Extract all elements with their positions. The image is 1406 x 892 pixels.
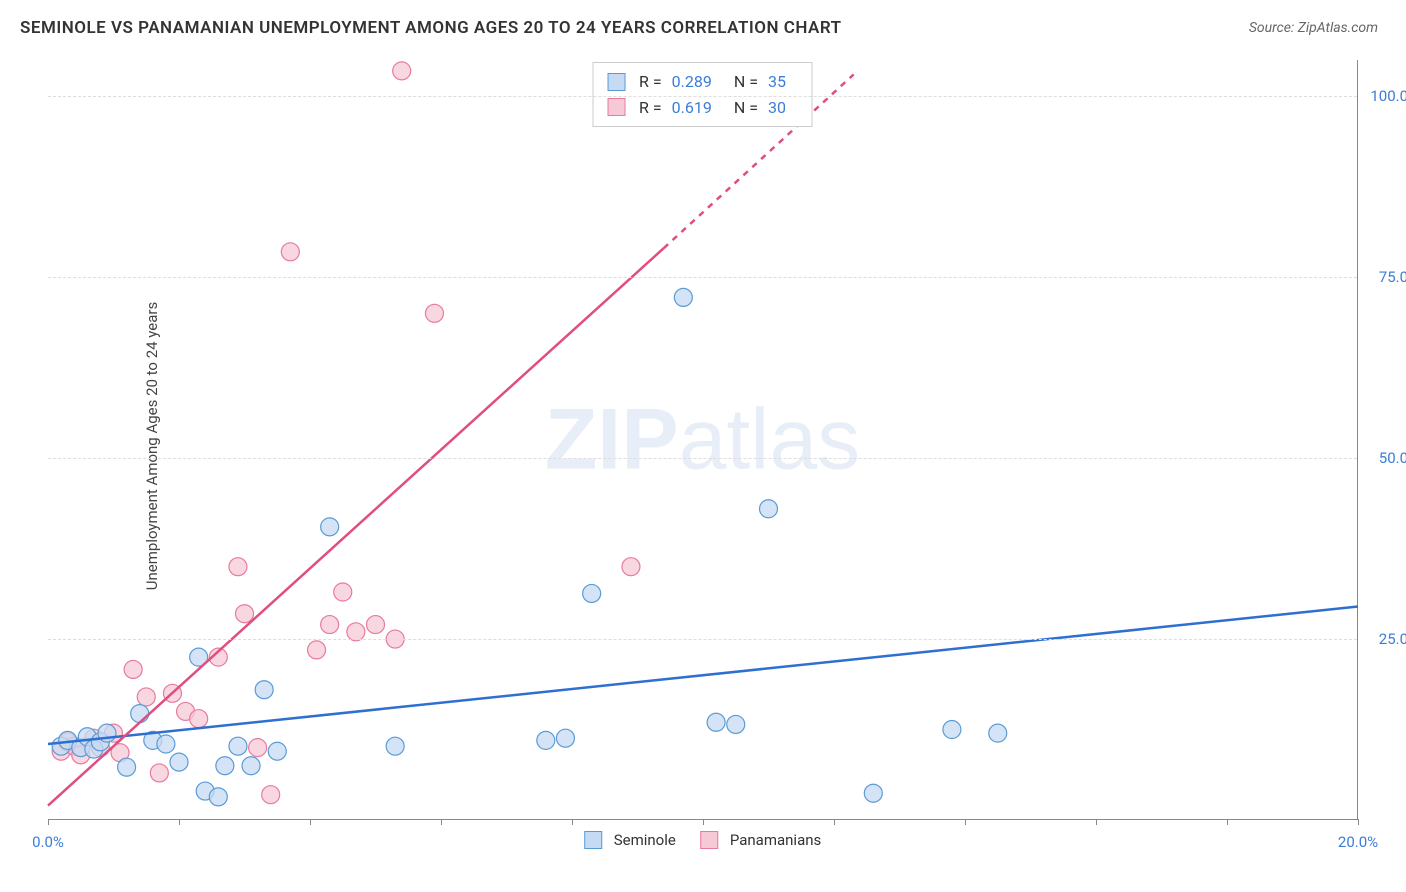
x-tick-label: 0.0% (32, 833, 64, 851)
scatter-point (137, 688, 155, 706)
scatter-plot-svg (48, 60, 1357, 819)
x-tick-label: 20.0% (1338, 833, 1378, 851)
scatter-point (262, 786, 280, 804)
scatter-point (393, 62, 411, 80)
scatter-point (556, 729, 574, 747)
x-tick (310, 819, 311, 825)
scatter-point (367, 616, 385, 634)
scatter-point (216, 757, 234, 775)
legend-item-panamanians: Panamanians (700, 831, 821, 849)
legend-label-panamanians: Panamanians (730, 831, 821, 849)
x-tick (1227, 819, 1228, 825)
gridline (48, 277, 1357, 278)
scatter-point (157, 735, 175, 753)
scatter-point (124, 660, 142, 678)
scatter-point (864, 784, 882, 802)
series-legend: Seminole Panamanians (584, 831, 822, 849)
n-label: N = (734, 95, 758, 121)
scatter-point (229, 737, 247, 755)
trend-line (48, 248, 664, 805)
scatter-point (707, 713, 725, 731)
x-tick (441, 819, 442, 825)
scatter-point (622, 558, 640, 576)
scatter-point (583, 584, 601, 602)
y-tick-label: 50.0% (1379, 449, 1406, 467)
swatch-panamanians (607, 98, 625, 116)
x-tick (834, 819, 835, 825)
scatter-point (334, 583, 352, 601)
x-tick (572, 819, 573, 825)
scatter-point (249, 739, 267, 757)
source-attribution: Source: ZipAtlas.com (1249, 20, 1378, 36)
x-tick (179, 819, 180, 825)
scatter-point (425, 304, 443, 322)
scatter-point (281, 243, 299, 261)
x-tick (1096, 819, 1097, 825)
stats-row-panamanians: R = 0.619 N = 30 (607, 95, 798, 121)
gridline (48, 458, 1357, 459)
r-value-seminole: 0.289 (672, 69, 712, 95)
x-tick (703, 819, 704, 825)
stats-row-seminole: R = 0.289 N = 35 (607, 69, 798, 95)
scatter-point (242, 757, 260, 775)
gridline (48, 639, 1357, 640)
chart-title: SEMINOLE VS PANAMANIAN UNEMPLOYMENT AMON… (20, 18, 842, 38)
scatter-point (727, 715, 745, 733)
scatter-point (255, 681, 273, 699)
scatter-point (209, 788, 227, 806)
scatter-point (190, 710, 208, 728)
plot-area: ZIPatlas R = 0.289 N = 35 R = 0.619 N = … (48, 60, 1358, 820)
legend-label-seminole: Seminole (614, 831, 676, 849)
y-tick-label: 75.0% (1379, 268, 1406, 286)
x-tick (48, 819, 49, 825)
scatter-point (760, 500, 778, 518)
scatter-point (131, 705, 149, 723)
scatter-point (989, 724, 1007, 742)
swatch-seminole-icon (584, 831, 602, 849)
scatter-point (537, 731, 555, 749)
swatch-panamanians-icon (700, 831, 718, 849)
scatter-point (674, 288, 692, 306)
swatch-seminole (607, 73, 625, 91)
x-tick (965, 819, 966, 825)
scatter-point (321, 616, 339, 634)
n-value-panamanians: 30 (768, 95, 786, 121)
y-tick-label: 25.0% (1379, 630, 1406, 648)
scatter-point (308, 641, 326, 659)
r-label: R = (639, 69, 662, 95)
n-label: N = (734, 69, 758, 95)
scatter-point (229, 558, 247, 576)
y-tick-label: 100.0% (1370, 87, 1406, 105)
stats-legend: R = 0.289 N = 35 R = 0.619 N = 30 (592, 62, 813, 127)
legend-item-seminole: Seminole (584, 831, 676, 849)
r-label: R = (639, 95, 662, 121)
scatter-point (170, 753, 188, 771)
gridline (48, 96, 1357, 97)
scatter-point (386, 737, 404, 755)
x-tick (1358, 819, 1359, 825)
scatter-point (118, 758, 136, 776)
scatter-point (150, 764, 168, 782)
n-value-seminole: 35 (768, 69, 786, 95)
scatter-point (236, 605, 254, 623)
scatter-point (268, 742, 286, 760)
scatter-point (321, 518, 339, 536)
scatter-point (943, 721, 961, 739)
r-value-panamanians: 0.619 (672, 95, 712, 121)
